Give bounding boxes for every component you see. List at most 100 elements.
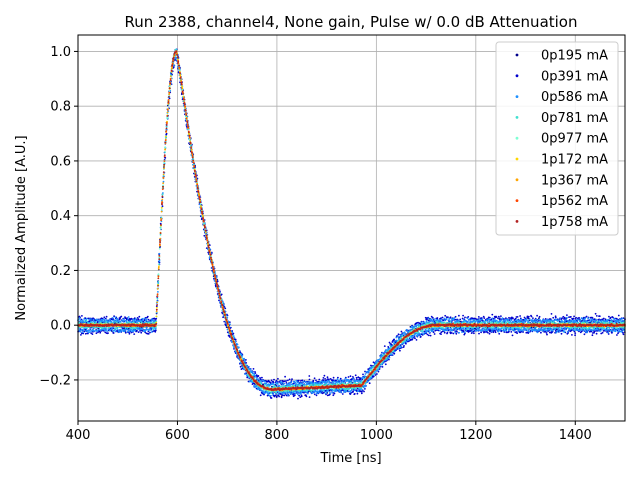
data-point: [278, 395, 280, 398]
data-point: [315, 392, 318, 395]
data-point: [483, 327, 485, 330]
data-point: [494, 331, 497, 334]
data-point: [558, 330, 561, 333]
data-point: [84, 332, 87, 335]
data-point: [595, 315, 598, 317]
data-point: [308, 375, 311, 377]
data-point: [333, 380, 336, 383]
data-point: [441, 316, 444, 319]
data-point: [251, 370, 253, 373]
data-point: [339, 377, 342, 380]
data-point: [300, 395, 303, 398]
data-point: [530, 315, 533, 318]
data-point: [218, 299, 220, 302]
data-point: [145, 327, 148, 329]
data-point: [488, 332, 491, 335]
data-point: [254, 374, 257, 377]
data-point: [273, 378, 275, 381]
data-point: [427, 334, 430, 337]
data-point: [513, 329, 516, 332]
data-point: [259, 394, 262, 397]
data-point: [389, 343, 392, 345]
data-point: [220, 293, 223, 296]
data-point: [352, 376, 354, 378]
data-point: [408, 338, 410, 341]
data-point: [158, 252, 161, 255]
data-point: [282, 380, 285, 383]
data-point: [275, 396, 278, 398]
data-point: [332, 376, 335, 379]
data-point: [563, 331, 566, 333]
data-point: [137, 331, 140, 333]
data-point: [106, 330, 108, 332]
data-point: [305, 381, 307, 383]
data-point: [411, 338, 414, 341]
data-point: [554, 316, 557, 319]
data-point: [112, 326, 114, 329]
data-point: [224, 307, 227, 310]
data-point: [576, 318, 579, 321]
data-point: [376, 373, 378, 375]
data-point: [517, 330, 520, 332]
data-point: [323, 390, 326, 393]
data-point: [491, 313, 494, 316]
data-point: [447, 316, 449, 319]
data-point: [519, 315, 521, 317]
data-point: [486, 329, 489, 332]
data-point: [353, 393, 356, 395]
data-point: [112, 332, 115, 334]
data-point: [412, 335, 415, 337]
data-point: [411, 336, 414, 339]
data-point: [257, 375, 260, 377]
data-point: [546, 333, 548, 336]
data-point: [311, 384, 313, 387]
data-point: [345, 390, 348, 393]
data-point: [585, 315, 588, 318]
data-point: [570, 319, 572, 322]
data-point: [608, 315, 610, 318]
data-point: [522, 318, 525, 321]
data-point: [561, 327, 564, 330]
data-point: [467, 320, 469, 323]
data-point: [594, 312, 597, 315]
data-point: [355, 376, 358, 379]
data-point: [566, 314, 568, 316]
data-point: [232, 332, 235, 335]
data-point: [609, 316, 612, 319]
data-point: [429, 334, 432, 337]
data-point: [105, 315, 108, 318]
data-point: [83, 320, 86, 323]
data-point: [364, 370, 366, 373]
data-point: [463, 328, 465, 330]
data-point: [283, 380, 286, 383]
data-point: [425, 320, 428, 322]
data-point: [449, 321, 452, 323]
data-point: [97, 319, 99, 322]
data-point: [450, 332, 453, 334]
data-point: [127, 316, 130, 318]
data-point: [568, 320, 570, 323]
data-point: [605, 329, 607, 332]
data-point: [245, 362, 248, 364]
data-point: [105, 328, 107, 331]
plot-area: [77, 48, 626, 400]
data-point: [545, 332, 548, 334]
data-point: [619, 318, 622, 320]
data-point: [362, 373, 364, 376]
data-point: [360, 392, 363, 395]
data-point: [498, 332, 501, 335]
data-point: [546, 329, 548, 332]
data-point: [143, 317, 146, 320]
data-point: [400, 345, 403, 348]
data-point: [388, 341, 391, 344]
data-point: [505, 318, 508, 321]
data-point: [478, 332, 480, 335]
data-point: [536, 314, 538, 317]
data-point: [451, 329, 454, 332]
data-point: [341, 393, 344, 395]
data-point: [390, 343, 393, 346]
data-point: [85, 320, 88, 322]
data-point: [621, 319, 623, 322]
data-point: [419, 335, 422, 338]
data-point: [508, 316, 510, 319]
